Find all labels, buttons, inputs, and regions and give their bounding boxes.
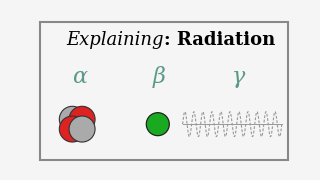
Text: Explaining: Explaining <box>67 31 164 49</box>
Text: : Radiation: : Radiation <box>164 31 275 49</box>
Text: β: β <box>153 66 165 88</box>
Text: α: α <box>72 66 87 88</box>
Text: γ: γ <box>232 66 245 88</box>
